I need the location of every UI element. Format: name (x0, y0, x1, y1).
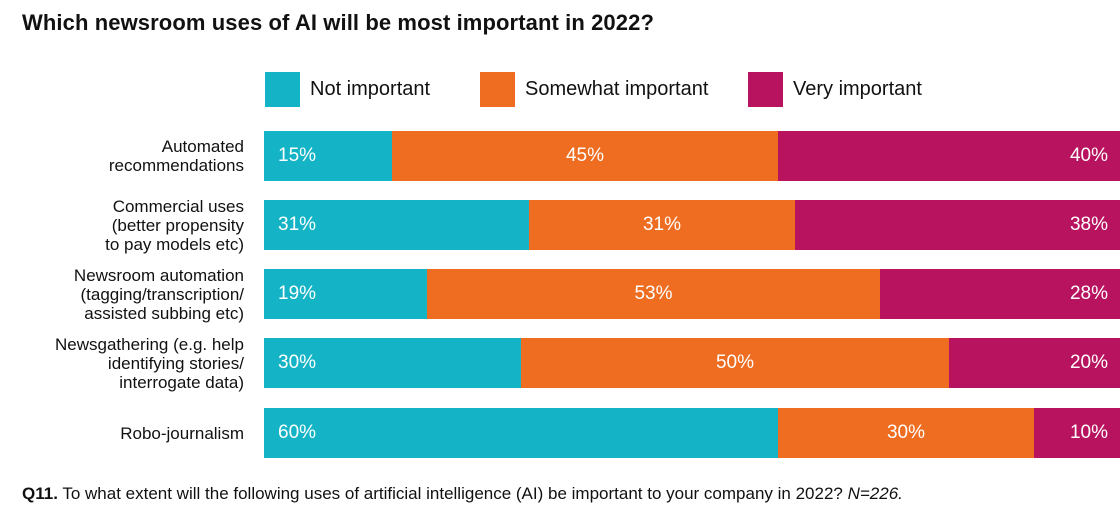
bar-segment-very-important: 40% (778, 131, 1120, 181)
legend-label: Somewhat important (525, 78, 709, 100)
category-label-line: to pay models etc) (105, 234, 244, 254)
bar-value-label: 15% (278, 145, 317, 166)
category-label-line: Robo-journalism (120, 423, 244, 443)
bar-segment-somewhat-important: 50% (521, 338, 949, 388)
bar-value-label: 30% (886, 422, 926, 443)
legend-label: Very important (793, 78, 922, 100)
category-label-line: (better propensity (111, 215, 244, 235)
bar-value-label: 50% (715, 352, 755, 373)
category-label-line: interrogate data) (119, 372, 244, 392)
legend-swatch (480, 72, 515, 107)
bar-value-label: 19% (278, 283, 317, 304)
category-label: Automated recommendations (109, 137, 244, 175)
bar-segment-very-important: 38% (795, 200, 1120, 250)
bar-value-label: 38% (1069, 214, 1108, 235)
footnote-sample-size: N=226. (847, 484, 903, 503)
bar-segment-very-important: 10% (1034, 408, 1120, 458)
bar-value-label: 31% (642, 214, 682, 235)
footnote-question-text: To what extent will the following uses o… (57, 484, 848, 503)
legend-swatch (265, 72, 300, 107)
bar-segment-very-important: 20% (949, 338, 1120, 388)
bar-value-label: 40% (1069, 145, 1108, 166)
category-label-line: assisted subbing etc) (84, 303, 244, 323)
bar-segment-not-important: 31% (264, 200, 529, 250)
bar-segment-very-important: 28% (880, 269, 1120, 319)
legend-swatch (748, 72, 783, 107)
category-label-line: (tagging/transcription/ (80, 284, 244, 304)
bar-value-label: 31% (278, 214, 317, 235)
bar-segment-not-important: 60% (264, 408, 778, 458)
bar-value-label: 45% (565, 145, 605, 166)
bar-segment-somewhat-important: 53% (427, 269, 880, 319)
bar-value-label: 53% (634, 283, 673, 304)
category-label: Newsgathering (e.g. help identifying stor… (55, 335, 244, 392)
bar-segment-somewhat-important: 31% (529, 200, 795, 250)
bar-value-label: 60% (278, 422, 317, 443)
bar-segment-not-important: 30% (264, 338, 521, 388)
legend-item-not-important: Not important (265, 72, 430, 107)
category-label-line: identifying stories/ (107, 353, 244, 373)
legend-item-somewhat-important: Somewhat important (480, 72, 708, 107)
footnote: Q11. To what extent will the following u… (22, 484, 903, 504)
category-label: Robo-journalism (120, 424, 244, 443)
legend-item-very-important: Very important (748, 72, 922, 107)
category-label-line: recommendations (108, 156, 244, 175)
category-label: Newsroom automation (tagging/transcriptio… (74, 266, 244, 323)
bar-value-label: 30% (278, 352, 317, 373)
bar-segment-not-important: 15% (264, 131, 392, 181)
bar-value-label: 28% (1069, 283, 1108, 304)
bar-value-label: 10% (1069, 422, 1108, 443)
legend-label: Not important (310, 78, 431, 100)
footnote-question-label: Q11. (22, 484, 58, 503)
category-label: Commercial uses (better propensity to pay … (105, 197, 244, 254)
bar-segment-somewhat-important: 45% (392, 131, 778, 181)
chart-title: Which newsroom uses of AI will be most i… (22, 10, 654, 35)
bar-segment-somewhat-important: 30% (778, 408, 1034, 458)
category-label-line: Commercial uses (112, 196, 244, 216)
category-label-line: Newsroom automation (73, 265, 244, 285)
category-label-line: Automated (161, 137, 244, 156)
bar-value-label: 20% (1069, 352, 1108, 373)
bar-segment-not-important: 19% (264, 269, 427, 319)
category-label-line: Newsgathering (e.g. help (54, 334, 244, 354)
